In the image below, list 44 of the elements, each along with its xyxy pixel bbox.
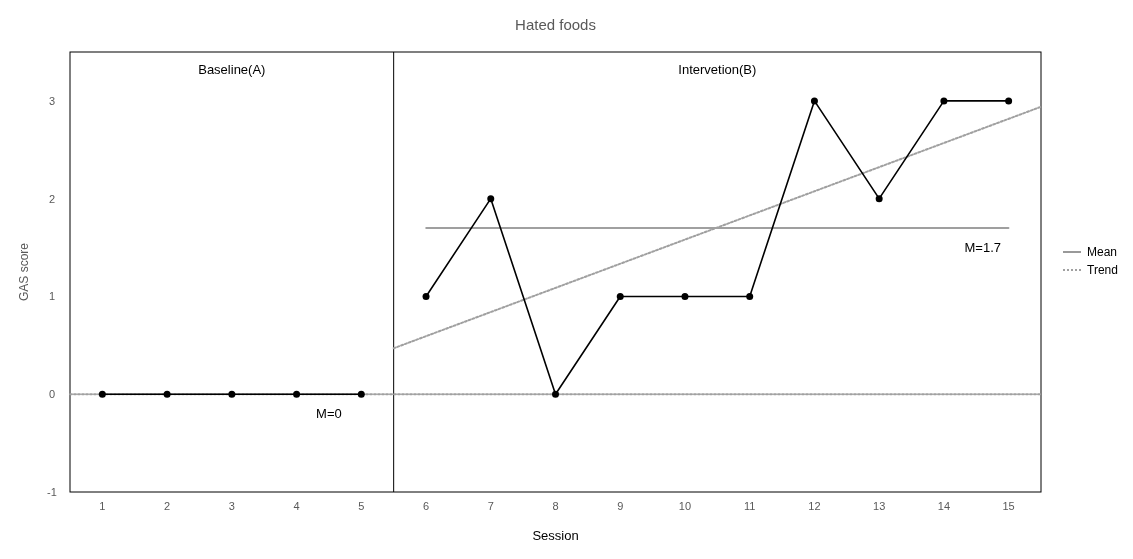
point [552,390,559,398]
x-tick-label: 13 [873,500,886,512]
point [357,390,365,398]
point [940,97,948,105]
point [1005,97,1013,105]
point [616,292,624,300]
x-tick-label: 10 [678,500,692,512]
x-tick-label: 12 [808,500,821,512]
x-tick-label: 8 [552,500,559,512]
legend-label: Mean [1087,245,1118,260]
annotation: Baseline(A) [198,62,266,77]
y-tick-label: 0 [48,388,56,401]
point [487,195,495,203]
point [98,390,106,398]
annotation: M=0 [316,406,342,422]
x-tick-label: 11 [743,500,756,512]
point [746,292,754,300]
x-axis-title: Session [532,528,579,543]
x-tick-label: 4 [293,500,300,512]
y-tick-label: 3 [48,94,56,107]
y-tick-label: -1 [47,485,57,498]
x-tick-label: 1 [99,500,106,512]
point [681,292,689,300]
point [810,97,818,105]
x-tick-label: 3 [228,500,235,512]
x-tick-label: 15 [1002,500,1015,512]
annotation: Intervetion(B) [678,62,757,77]
point [163,390,171,398]
x-tick-label: 5 [358,500,365,512]
x-tick-label: 14 [937,500,951,512]
x-tick-label: 6 [422,500,430,512]
legend-label: Trend [1087,263,1118,278]
y-axis-title: GAS score [17,242,31,302]
y-tick-label: 1 [48,290,56,303]
x-tick-label: 9 [617,500,624,512]
point [875,195,883,203]
point [228,390,236,398]
x-tick-label: 2 [164,500,171,512]
point [422,292,430,300]
annotation: M=1.7 [964,240,1001,255]
point [293,390,301,398]
chart-title: Hated foods [515,16,596,33]
x-tick-label: 7 [487,500,494,512]
y-tick-label: 2 [48,192,56,205]
